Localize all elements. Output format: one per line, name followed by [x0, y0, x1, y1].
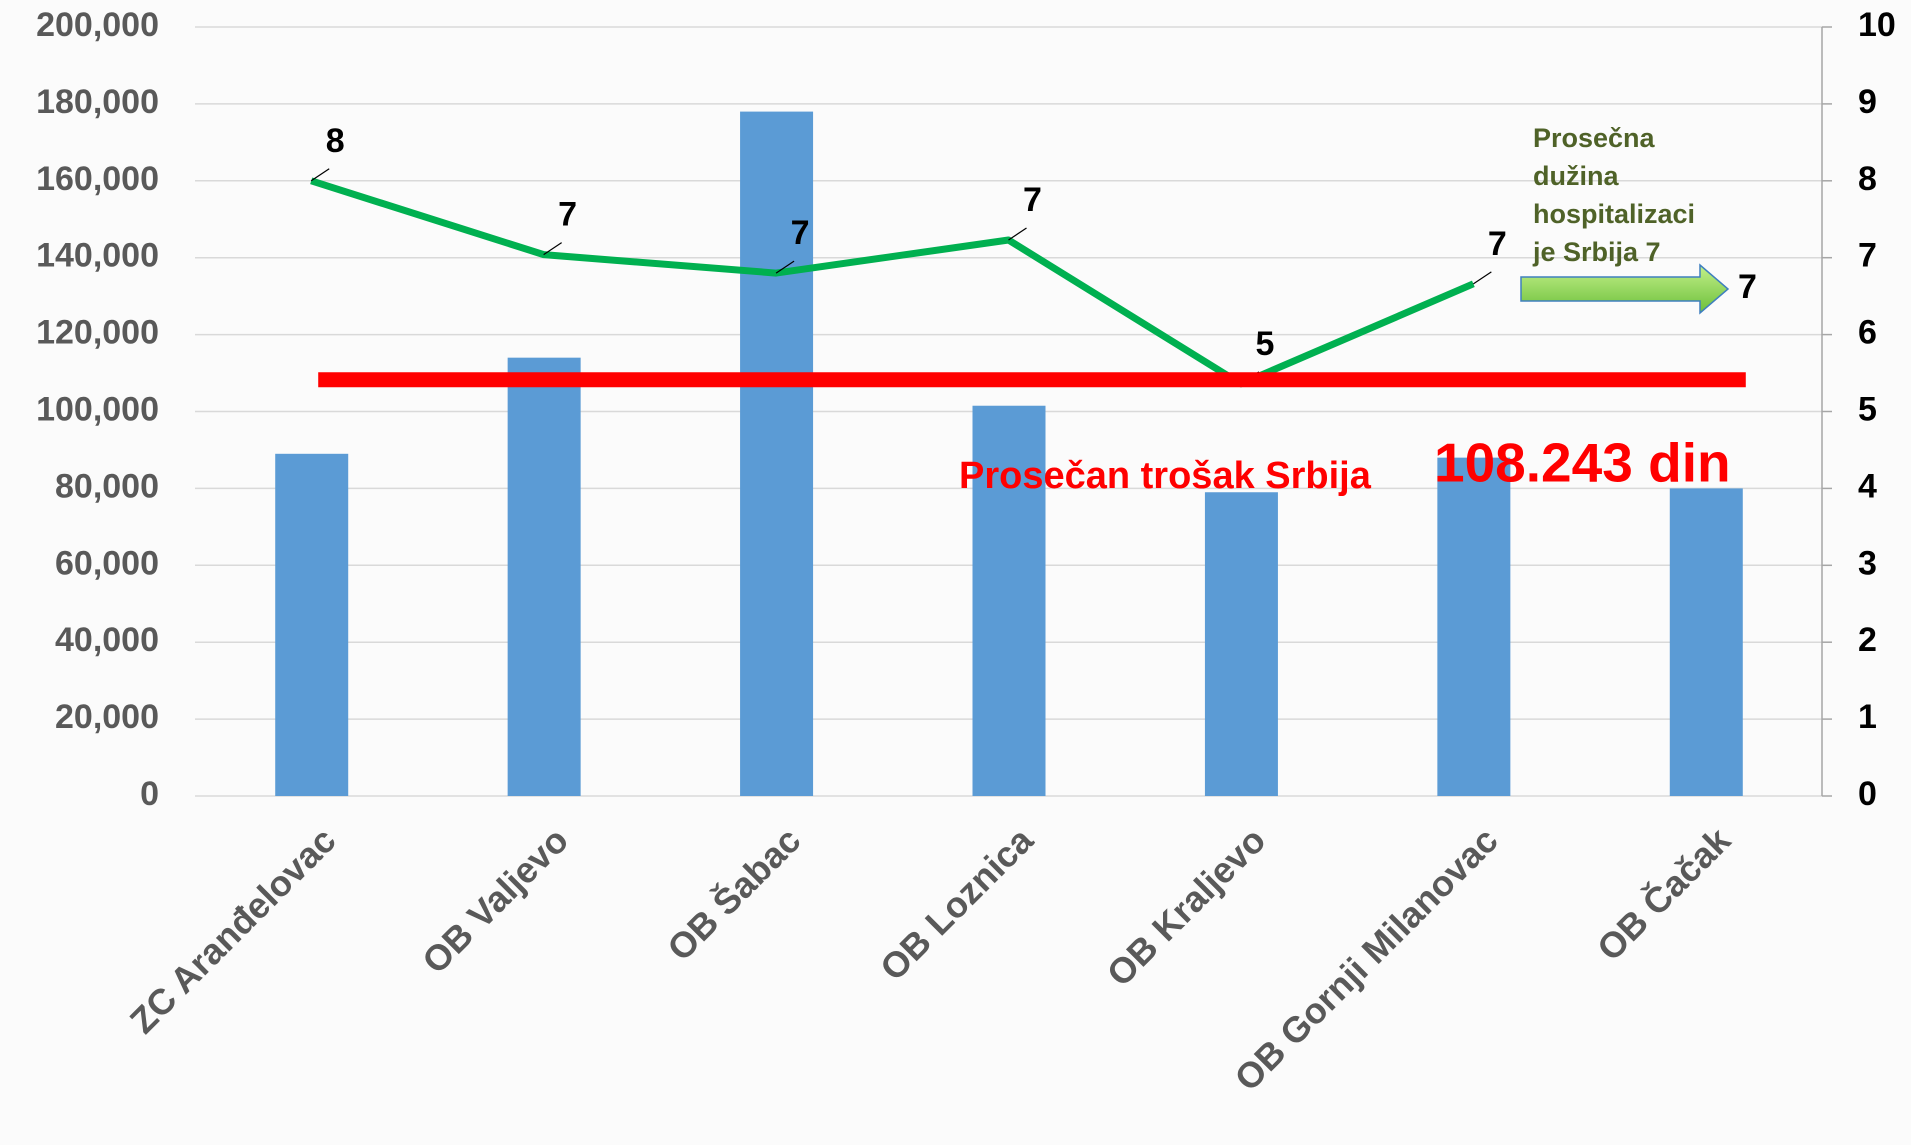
bar	[740, 111, 814, 797]
bar	[1204, 492, 1278, 796]
bar	[1437, 457, 1511, 796]
line-series	[310, 177, 1475, 388]
y-tick-label: 40,000	[55, 621, 159, 659]
leader-line	[1008, 227, 1027, 241]
data-label: 7	[791, 214, 810, 252]
y-tick-label: 80,000	[55, 467, 159, 505]
data-label: 7	[558, 196, 577, 234]
y2-tick-label: 6	[1858, 314, 1877, 352]
y-tick-label: 200,000	[36, 6, 159, 44]
data-label: 7	[1488, 225, 1507, 263]
bar	[1669, 488, 1743, 796]
annotation-text: je Srbija 7	[1532, 237, 1661, 267]
y2-tick-label: 7	[1858, 237, 1877, 275]
y2-tick-label: 4	[1858, 467, 1877, 505]
x-tick-label: OB Valjevo	[414, 819, 576, 981]
y2-tick-label: 9	[1858, 83, 1877, 121]
y2-tick-label: 1	[1858, 698, 1877, 736]
y2-tick-label: 2	[1858, 621, 1877, 659]
y2-tick-label: 10	[1858, 6, 1896, 44]
leader-line	[543, 242, 562, 256]
arrow-value-label: 7	[1738, 268, 1757, 306]
y-tick-label: 100,000	[36, 390, 159, 428]
arrow	[1520, 263, 1730, 315]
x-tick-label: OB Čačak	[1588, 818, 1739, 969]
reference-value-label: 108.243 din	[1434, 432, 1731, 494]
bar	[275, 453, 349, 796]
x-tick-label: OB Kraljevo	[1099, 819, 1274, 994]
y-tick-label: 60,000	[55, 544, 159, 582]
y2-tick-label: 3	[1858, 544, 1877, 582]
annotation-text: hospitalizaci	[1533, 199, 1695, 229]
annotation-text: Prosečna	[1533, 123, 1656, 153]
y-tick-label: 0	[140, 775, 159, 813]
leader-line	[310, 168, 330, 182]
leader-line	[775, 260, 795, 274]
bar	[972, 405, 1046, 796]
x-tick-label: OB Loznica	[872, 819, 1042, 989]
y-tick-label: 160,000	[36, 160, 159, 198]
y-tick-label: 20,000	[55, 698, 159, 736]
leader-line	[1473, 271, 1492, 285]
data-label: 7	[1023, 181, 1042, 219]
y2-tick-label: 0	[1858, 775, 1877, 813]
x-tick-label: OB Gornji Milanovac	[1226, 819, 1505, 1098]
bar	[507, 357, 581, 796]
x-tick-label: ZC Aranđelovac	[122, 819, 344, 1041]
y-tick-label: 140,000	[36, 237, 159, 275]
reference-text: Prosečan trošak Srbija	[959, 455, 1372, 497]
y-tick-label: 120,000	[36, 314, 159, 352]
annotation-text: dužina	[1533, 161, 1619, 191]
x-tick-label: OB Šabac	[658, 819, 808, 969]
y2-tick-label: 8	[1858, 160, 1877, 198]
data-label: 5	[1255, 325, 1274, 363]
y2-tick-label: 5	[1858, 390, 1877, 428]
data-label: 8	[326, 122, 345, 160]
y-tick-label: 180,000	[36, 83, 159, 121]
